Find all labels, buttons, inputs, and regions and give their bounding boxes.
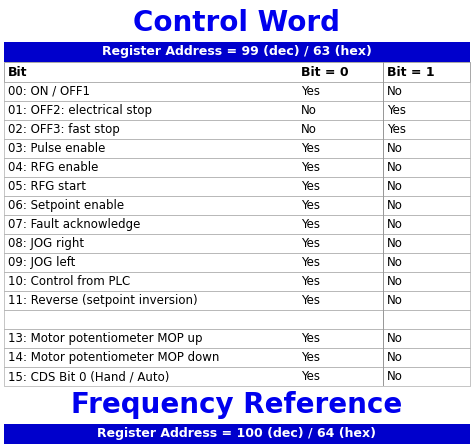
Text: 07: Fault acknowledge: 07: Fault acknowledge	[8, 218, 140, 231]
Text: Yes: Yes	[301, 237, 319, 250]
Text: No: No	[301, 123, 317, 136]
Bar	[4, 177, 470, 196]
Text: Yes: Yes	[301, 161, 319, 174]
Bar	[4, 367, 470, 386]
Bar	[383, 196, 384, 215]
Text: 05: RFG start: 05: RFG start	[8, 180, 86, 193]
Bar	[383, 291, 384, 310]
Text: 02: OFF3: fast stop: 02: OFF3: fast stop	[8, 123, 120, 136]
Bar	[4, 234, 470, 253]
Text: 09: JOG left: 09: JOG left	[8, 256, 75, 269]
Bar	[4, 82, 470, 101]
Bar	[383, 272, 384, 291]
Text: Frequency Reference: Frequency Reference	[72, 391, 402, 419]
Text: Yes: Yes	[387, 123, 406, 136]
Text: Bit = 1: Bit = 1	[387, 65, 435, 78]
Bar	[4, 196, 470, 215]
Text: 14: Motor potentiometer MOP down: 14: Motor potentiometer MOP down	[8, 351, 219, 364]
Text: Yes: Yes	[301, 256, 319, 269]
Text: No: No	[387, 370, 403, 383]
Text: No: No	[387, 142, 403, 155]
Text: No: No	[387, 237, 403, 250]
Text: No: No	[387, 332, 403, 345]
Bar	[4, 348, 470, 367]
Text: Yes: Yes	[387, 104, 406, 117]
Text: Yes: Yes	[301, 351, 319, 364]
Bar	[383, 82, 384, 101]
Text: Yes: Yes	[301, 85, 319, 98]
Bar	[383, 215, 384, 234]
Text: No: No	[387, 275, 403, 288]
Text: Yes: Yes	[301, 294, 319, 307]
Bar	[4, 310, 470, 329]
Bar	[383, 139, 384, 158]
Bar	[383, 348, 384, 367]
Text: No: No	[301, 104, 317, 117]
Bar	[383, 329, 384, 348]
Bar	[383, 253, 384, 272]
Text: 08: JOG right: 08: JOG right	[8, 237, 84, 250]
Bar	[4, 272, 470, 291]
Text: No: No	[387, 161, 403, 174]
Text: Yes: Yes	[301, 370, 319, 383]
Text: Control Word: Control Word	[134, 9, 340, 37]
Text: Bit: Bit	[8, 65, 27, 78]
Bar	[383, 62, 384, 82]
Text: 10: Control from PLC: 10: Control from PLC	[8, 275, 130, 288]
Text: No: No	[387, 85, 403, 98]
Text: No: No	[387, 294, 403, 307]
Bar	[383, 367, 384, 386]
Text: No: No	[387, 180, 403, 193]
Bar	[383, 120, 384, 139]
Text: 06: Setpoint enable: 06: Setpoint enable	[8, 199, 124, 212]
Text: Yes: Yes	[301, 142, 319, 155]
Bar	[4, 424, 470, 444]
Text: Register Address = 100 (dec) / 64 (hex): Register Address = 100 (dec) / 64 (hex)	[98, 428, 376, 441]
Text: Register Address = 99 (dec) / 63 (hex): Register Address = 99 (dec) / 63 (hex)	[102, 45, 372, 58]
Text: 03: Pulse enable: 03: Pulse enable	[8, 142, 105, 155]
Bar	[4, 120, 470, 139]
Bar	[383, 177, 384, 196]
Bar	[4, 158, 470, 177]
Bar	[383, 310, 384, 329]
Text: No: No	[387, 351, 403, 364]
Text: No: No	[387, 256, 403, 269]
Text: 13: Motor potentiometer MOP up: 13: Motor potentiometer MOP up	[8, 332, 202, 345]
Text: Bit = 0: Bit = 0	[301, 65, 348, 78]
Text: Yes: Yes	[301, 218, 319, 231]
Bar	[4, 329, 470, 348]
Text: 04: RFG enable: 04: RFG enable	[8, 161, 99, 174]
Text: 11: Reverse (setpoint inversion): 11: Reverse (setpoint inversion)	[8, 294, 198, 307]
Text: No: No	[387, 218, 403, 231]
Text: 00: ON / OFF1: 00: ON / OFF1	[8, 85, 90, 98]
Bar	[4, 139, 470, 158]
Bar	[4, 62, 470, 82]
Bar	[383, 158, 384, 177]
Text: Yes: Yes	[301, 275, 319, 288]
Text: Yes: Yes	[301, 199, 319, 212]
Bar	[4, 215, 470, 234]
Text: No: No	[387, 199, 403, 212]
Bar	[4, 291, 470, 310]
Text: 01: OFF2: electrical stop: 01: OFF2: electrical stop	[8, 104, 152, 117]
Bar	[4, 42, 470, 62]
Text: Yes: Yes	[301, 180, 319, 193]
Text: 15: CDS Bit 0 (Hand / Auto): 15: CDS Bit 0 (Hand / Auto)	[8, 370, 169, 383]
Bar	[383, 101, 384, 120]
Bar	[4, 101, 470, 120]
Bar	[4, 253, 470, 272]
Text: Yes: Yes	[301, 332, 319, 345]
Bar	[383, 234, 384, 253]
